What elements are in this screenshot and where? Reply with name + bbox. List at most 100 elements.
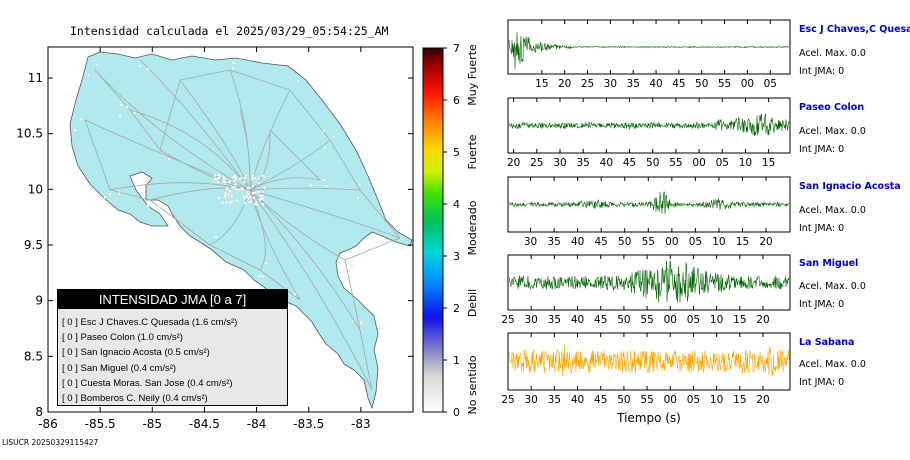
waveform-tick-label: 30 bbox=[524, 314, 537, 326]
town-dot bbox=[245, 194, 249, 198]
colorbar-tick-label: 1 bbox=[453, 354, 460, 367]
waveform-tick-label: 35 bbox=[548, 394, 561, 406]
town-dot bbox=[263, 186, 267, 190]
town-dot bbox=[156, 205, 160, 209]
map-y-tick-label: 9 bbox=[35, 294, 43, 308]
waveform-tick-label: 10 bbox=[712, 236, 725, 248]
waveform-tick-label: 25 bbox=[581, 78, 594, 90]
town-dot bbox=[246, 192, 250, 196]
colorbar-tick-label: 6 bbox=[453, 94, 460, 107]
colorbar-tick-label: 0 bbox=[453, 406, 460, 419]
town-dot bbox=[244, 173, 248, 178]
map-x-tick-label: -86 bbox=[38, 417, 58, 431]
town-dot bbox=[257, 274, 261, 278]
town-dot bbox=[132, 111, 137, 115]
station-name: San Ignacio Acosta bbox=[799, 181, 901, 192]
waveform-tick-label: 00 bbox=[692, 157, 705, 169]
town-dot bbox=[125, 105, 129, 109]
town-dot bbox=[324, 184, 328, 188]
waveform-panel: 25 30 35 40 45 50 55 00 05 10 15 20 Tiempo (s) bbox=[501, 332, 791, 425]
waveform-trace bbox=[508, 345, 790, 377]
waveform-tick-label: 10 bbox=[710, 314, 723, 326]
waveform-tick-label: 40 bbox=[571, 236, 584, 248]
waveform-tick-label: 00 bbox=[664, 314, 677, 326]
waveform-tick-label: 35 bbox=[627, 78, 640, 90]
waveform-tick-label: 20 bbox=[756, 314, 769, 326]
waveform-tick-label: 35 bbox=[576, 157, 589, 169]
map-y-tick-label: 8.5 bbox=[24, 349, 43, 363]
waveform-tick-label: 10 bbox=[710, 394, 723, 406]
map-y-tick-label: 8 bbox=[35, 405, 43, 419]
waveform-tick-label: 35 bbox=[547, 236, 560, 248]
waveform-tick-label: 30 bbox=[604, 78, 617, 90]
map-x-tick-label: -84.5 bbox=[189, 417, 220, 431]
town-dot bbox=[247, 186, 251, 190]
town-dot bbox=[223, 191, 228, 195]
waveform-tick-label: 00 bbox=[741, 78, 754, 90]
waveform-tick-label: 40 bbox=[571, 394, 584, 406]
legend-row: [ 0 ] San Ignacio Acosta (0.5 cm/s²) bbox=[62, 347, 210, 359]
waveform-tick-label: 15 bbox=[762, 157, 775, 169]
town-dot bbox=[243, 176, 247, 180]
waveform-tick-label: 50 bbox=[617, 394, 630, 406]
waveform-tick-label: 45 bbox=[595, 236, 608, 248]
colorbar-gradient bbox=[422, 47, 444, 413]
town-dot bbox=[264, 261, 268, 265]
town-dot bbox=[228, 189, 232, 193]
waveform-tick-label: 40 bbox=[649, 78, 662, 90]
town-dot bbox=[119, 100, 123, 104]
station-int: Int JMA: 0 bbox=[799, 223, 845, 234]
station-name: Paseo Colon bbox=[799, 102, 865, 113]
town-dot bbox=[86, 73, 91, 77]
station-name: Esc J Chaves,C Quesada bbox=[799, 24, 910, 35]
town-dot bbox=[230, 194, 234, 198]
town-dot bbox=[234, 182, 238, 186]
town-dot bbox=[322, 178, 326, 182]
waveform-tick-label: 50 bbox=[617, 314, 630, 326]
station-int: Int JMA: 0 bbox=[799, 66, 845, 77]
town-dot bbox=[119, 103, 124, 107]
map-y-tick-label: 11 bbox=[28, 71, 43, 85]
town-dot bbox=[332, 134, 336, 139]
colorbar-tick-label: 2 bbox=[453, 302, 460, 315]
waveform-panel: 25 30 35 40 45 50 55 00 05 10 15 20 bbox=[501, 254, 791, 326]
town-dot bbox=[296, 79, 300, 83]
town-dot bbox=[258, 198, 262, 202]
town-dot bbox=[233, 174, 237, 178]
colorbar-tick-label: 3 bbox=[453, 250, 460, 263]
town-dot bbox=[242, 196, 246, 200]
map-x-tick-label: -83.5 bbox=[293, 417, 324, 431]
town-dot bbox=[108, 192, 112, 196]
legend-row: [ 0 ] Esc J Chaves.C Quesada (1.6 cm/s²) bbox=[62, 317, 238, 328]
town-dot bbox=[293, 292, 297, 297]
waveform-tick-label: 45 bbox=[594, 314, 607, 326]
waveform-tick-label: 50 bbox=[618, 236, 631, 248]
town-dot bbox=[167, 157, 171, 161]
waveform-tick-label: 45 bbox=[672, 78, 685, 90]
town-dot bbox=[230, 185, 234, 189]
town-dot bbox=[235, 199, 239, 203]
town-dot bbox=[214, 235, 218, 239]
costa-rica-land bbox=[69, 51, 413, 410]
map-y-tick-label: 9.5 bbox=[24, 238, 43, 252]
waveform-tick-label: 55 bbox=[669, 157, 682, 169]
town-dot bbox=[231, 175, 235, 179]
town-dot bbox=[257, 181, 261, 185]
town-dot bbox=[248, 200, 252, 204]
waveform-trace bbox=[508, 113, 790, 137]
waveform-trace bbox=[508, 32, 790, 70]
waveform-tick-label: 40 bbox=[600, 157, 613, 169]
colorbar-label: Debil bbox=[466, 289, 479, 317]
colorbar-label: Moderado bbox=[466, 200, 479, 255]
waveform-tick-label: 15 bbox=[535, 78, 548, 90]
station-acel: Acel. Max. 0.0 bbox=[799, 281, 866, 292]
chart-title: Intensidad calculada el 2025/03/29_05:54… bbox=[70, 24, 389, 38]
town-dot bbox=[251, 184, 255, 188]
station-acel: Acel. Max. 0.0 bbox=[799, 126, 866, 137]
town-dot bbox=[221, 201, 225, 205]
waveform-tick-label: 45 bbox=[594, 394, 607, 406]
map-x-tick-label: -84 bbox=[247, 417, 267, 431]
town-dot bbox=[350, 319, 354, 323]
map-x-tick-label: -85 bbox=[142, 417, 162, 431]
waveform-tick-label: 20 bbox=[558, 78, 571, 90]
